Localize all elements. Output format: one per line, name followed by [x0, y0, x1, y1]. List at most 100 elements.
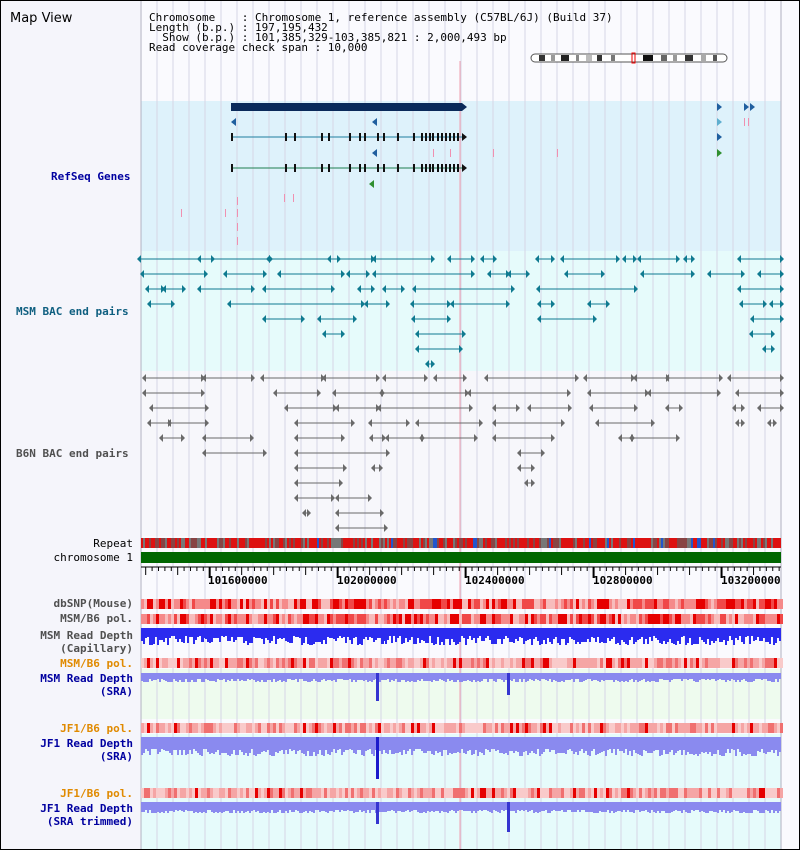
read-depth-bar	[657, 636, 659, 640]
track-label-msm-b6-pol-1[interactable]: MSM/B6 pol.	[60, 612, 133, 625]
read-depth-bar	[387, 749, 389, 754]
read-depth-bar	[303, 636, 305, 643]
repeat-segment	[715, 538, 717, 548]
polymorphism-heat-cell	[573, 658, 576, 668]
read-depth-bar	[575, 810, 577, 812]
b6n-bac-end-pair	[618, 434, 622, 442]
polymorphism-heat-cell	[726, 614, 729, 624]
read-depth-bar	[695, 679, 697, 682]
track-label-dbsnp[interactable]: dbSNP(Mouse)	[53, 597, 133, 610]
polymorphism-heat-cell	[210, 599, 213, 609]
polymorphism-heat-cell	[198, 614, 201, 624]
b6n-bac-end-pair	[735, 419, 739, 427]
read-depth-bar	[545, 636, 547, 644]
read-depth-bar	[447, 749, 449, 755]
read-depth-bar	[435, 636, 437, 644]
read-depth-bar	[381, 810, 383, 812]
polymorphism-heat-cell	[408, 599, 411, 609]
read-depth-bar	[419, 679, 421, 681]
repeat-segment	[549, 538, 551, 548]
read-depth-bar	[571, 636, 573, 639]
msm-bac-end-pair	[371, 285, 375, 293]
read-depth-bar	[659, 810, 661, 813]
track-label-msm-b6-pol-2[interactable]: MSM/B6 pol.	[60, 657, 133, 670]
read-depth-bar	[449, 679, 451, 681]
track-label-jf1-b6-pol-2[interactable]: JF1/B6 pol.	[60, 787, 133, 800]
read-depth-bar	[381, 749, 383, 754]
track-label-refseq[interactable]: RefSeq Genes	[51, 170, 131, 183]
polymorphism-heat-cell	[273, 723, 276, 733]
msm-bac-end-pair	[137, 255, 141, 263]
read-depth-bar	[521, 679, 523, 682]
read-depth-bar	[547, 810, 549, 813]
polymorphism-heat-cell	[540, 599, 543, 609]
repeat-segment	[455, 538, 457, 548]
polymorphism-heat-cell	[321, 788, 324, 798]
read-depth-bar	[409, 810, 411, 812]
polymorphism-heat-cell	[549, 599, 552, 609]
polymorphism-heat-cell	[195, 658, 198, 668]
read-depth-bar	[595, 749, 597, 755]
read-depth-bar	[757, 636, 759, 637]
track-label-jf1-depth-trim[interactable]: JF1 Read Depth	[40, 802, 133, 815]
track-label-msm-depth-sra[interactable]: MSM Read Depth	[40, 672, 133, 685]
read-depth-bar	[471, 749, 473, 755]
read-depth-bar	[639, 679, 641, 681]
polymorphism-heat-cell	[279, 614, 282, 624]
polymorphism-heat-cell	[774, 599, 777, 609]
repeat-segment	[379, 538, 381, 548]
gene-exon	[231, 164, 233, 172]
read-depth-bar	[381, 679, 383, 680]
polymorphism-heat-cell	[705, 614, 708, 624]
polymorphism-heat-cell	[285, 599, 288, 609]
polymorphism-heat-cell	[375, 614, 378, 624]
msm-bac-end-pair	[372, 270, 376, 278]
read-depth-bar	[151, 636, 153, 645]
repeat-segment	[175, 538, 177, 548]
polymorphism-heat-cell	[648, 658, 651, 668]
read-depth-bar	[421, 810, 423, 813]
b6n-bac-end-pair	[727, 374, 731, 382]
read-depth-bar	[635, 749, 637, 753]
read-depth-bar	[379, 636, 381, 638]
polymorphism-heat-cell	[177, 788, 180, 798]
polymorphism-heat-cell	[234, 788, 237, 798]
polymorphism-heat-cell	[183, 599, 186, 609]
polymorphism-heat-cell	[504, 788, 507, 798]
polymorphism-heat-cell	[555, 599, 558, 609]
read-depth-bar	[503, 679, 505, 682]
polymorphism-heat-cell	[366, 788, 369, 798]
polymorphism-heat-cell	[651, 723, 654, 733]
polymorphism-heat-cell	[654, 788, 657, 798]
read-depth-bar	[391, 679, 393, 680]
polymorphism-heat-cell	[639, 658, 642, 668]
read-depth-bar	[423, 636, 425, 641]
polymorphism-heat-cell	[213, 614, 216, 624]
read-depth-bar	[651, 679, 653, 681]
polymorphism-heat-cell	[300, 658, 303, 668]
read-depth-bar	[621, 810, 623, 812]
track-label-jf1-depth-sra[interactable]: JF1 Read Depth	[40, 737, 133, 750]
read-depth-bar	[497, 810, 499, 812]
repeat-segment	[599, 538, 601, 548]
polymorphism-heat-cell	[453, 614, 456, 624]
gene-exon	[397, 164, 399, 172]
b6n-bac-end-pair	[302, 509, 306, 517]
polymorphism-heat-cell	[657, 614, 660, 624]
track-label-msm-bac[interactable]: MSM BAC end pairs	[16, 305, 129, 318]
track-label-msm-depth-cap[interactable]: MSM Read Depth	[40, 629, 133, 642]
polymorphism-heat-cell	[717, 658, 720, 668]
track-label-jf1-depth-sra-sub: (SRA)	[99, 750, 133, 763]
read-depth-spike	[381, 628, 384, 644]
read-depth-bar	[357, 749, 359, 750]
track-label-b6n-bac[interactable]: B6N BAC end pairs	[16, 447, 129, 460]
repeat-segment	[607, 538, 609, 548]
polymorphism-heat-cell	[285, 788, 288, 798]
read-depth-bar	[735, 636, 737, 638]
repeat-segment	[737, 538, 739, 548]
polymorphism-heat-cell	[645, 614, 648, 624]
polymorphism-heat-cell	[192, 599, 195, 609]
track-label-jf1-b6-pol-1[interactable]: JF1/B6 pol.	[60, 722, 133, 735]
read-depth-bar	[495, 636, 497, 644]
